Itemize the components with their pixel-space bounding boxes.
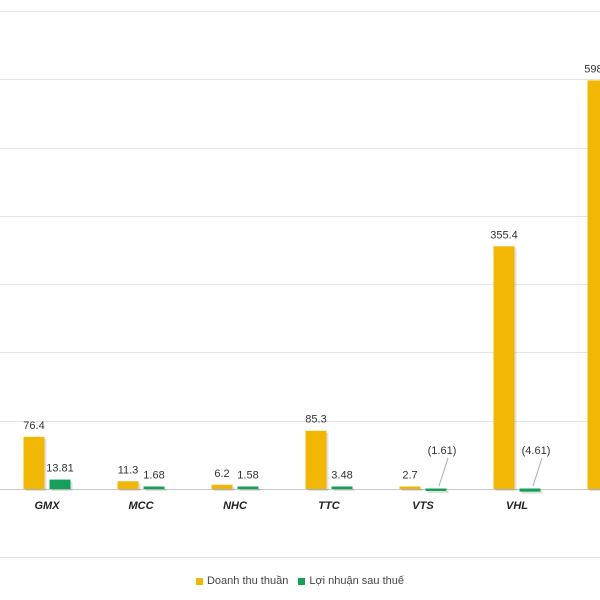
category-label: NHC xyxy=(223,500,248,512)
data-label: (1.61) xyxy=(428,445,457,457)
data-label: 3.48 xyxy=(331,470,352,482)
bar-revenue-vts[interactable] xyxy=(399,486,421,490)
bar-revenue-nhc[interactable] xyxy=(211,484,233,489)
bar-shadow xyxy=(239,488,261,491)
bar-shadow xyxy=(401,488,423,491)
data-label: 598.2 xyxy=(584,63,600,75)
gridlines xyxy=(0,11,600,558)
legend-label-revenue: Doanh thu thuần xyxy=(206,575,289,587)
bar-revenue-gmx[interactable] xyxy=(23,436,45,489)
bar-shadow xyxy=(145,488,167,491)
data-label: 13.81 xyxy=(46,463,74,475)
data-labels: 76.4 13.81 11.3 1.68 6.2 1.58 85.3 3.48 2.7 (1.61… xyxy=(23,63,600,487)
bar-profit-vhl[interactable] xyxy=(519,488,541,492)
data-label: 6.2 xyxy=(214,468,229,480)
legend-swatch-revenue xyxy=(195,577,203,585)
data-label: 85.3 xyxy=(305,414,326,426)
label-leader-line xyxy=(532,457,543,487)
data-label: 355.4 xyxy=(490,229,518,241)
bar-revenue-vhl[interactable] xyxy=(493,246,515,489)
legend-item-profit[interactable]: Lợi nhuận sau thuế xyxy=(298,575,404,587)
category-label: VHL xyxy=(506,500,528,512)
legend: Doanh thu thuần Lợi nhuận sau thuế xyxy=(0,575,600,587)
data-label: 76.4 xyxy=(23,420,44,432)
data-label: (4.61) xyxy=(522,445,551,457)
category-label: GMX xyxy=(34,500,60,512)
data-label: 1.58 xyxy=(237,470,258,482)
bar-profit-ttc[interactable] xyxy=(331,486,353,490)
legend-swatch-profit xyxy=(298,577,306,585)
category-label: VTS xyxy=(412,500,434,512)
legend-label-profit: Lợi nhuận sau thuế xyxy=(309,575,405,587)
bar-profit-mcc[interactable] xyxy=(143,486,165,490)
bar-revenue-ttc[interactable] xyxy=(305,430,327,489)
category-labels: GMXMCCNHCTTCVTSVHLCV xyxy=(34,500,528,512)
data-label: 1.68 xyxy=(143,470,164,482)
category-label: MCC xyxy=(128,500,154,512)
data-label: 11.3 xyxy=(118,464,139,476)
bar-shadow xyxy=(427,490,449,493)
data-label: 2.7 xyxy=(402,470,417,482)
bars xyxy=(23,80,600,494)
bar-revenue-cvt[interactable] xyxy=(587,80,600,490)
bar-shadow xyxy=(333,488,355,491)
bar-profit-nhc[interactable] xyxy=(237,486,259,490)
bar-revenue-mcc[interactable] xyxy=(117,481,139,489)
label-leader-line xyxy=(438,457,449,487)
category-label: TTC xyxy=(318,500,340,512)
bar-profit-gmx[interactable] xyxy=(49,479,71,489)
bar-shadow xyxy=(521,490,543,494)
bar-profit-vts[interactable] xyxy=(425,488,447,492)
legend-item-revenue[interactable]: Doanh thu thuần xyxy=(195,575,289,587)
